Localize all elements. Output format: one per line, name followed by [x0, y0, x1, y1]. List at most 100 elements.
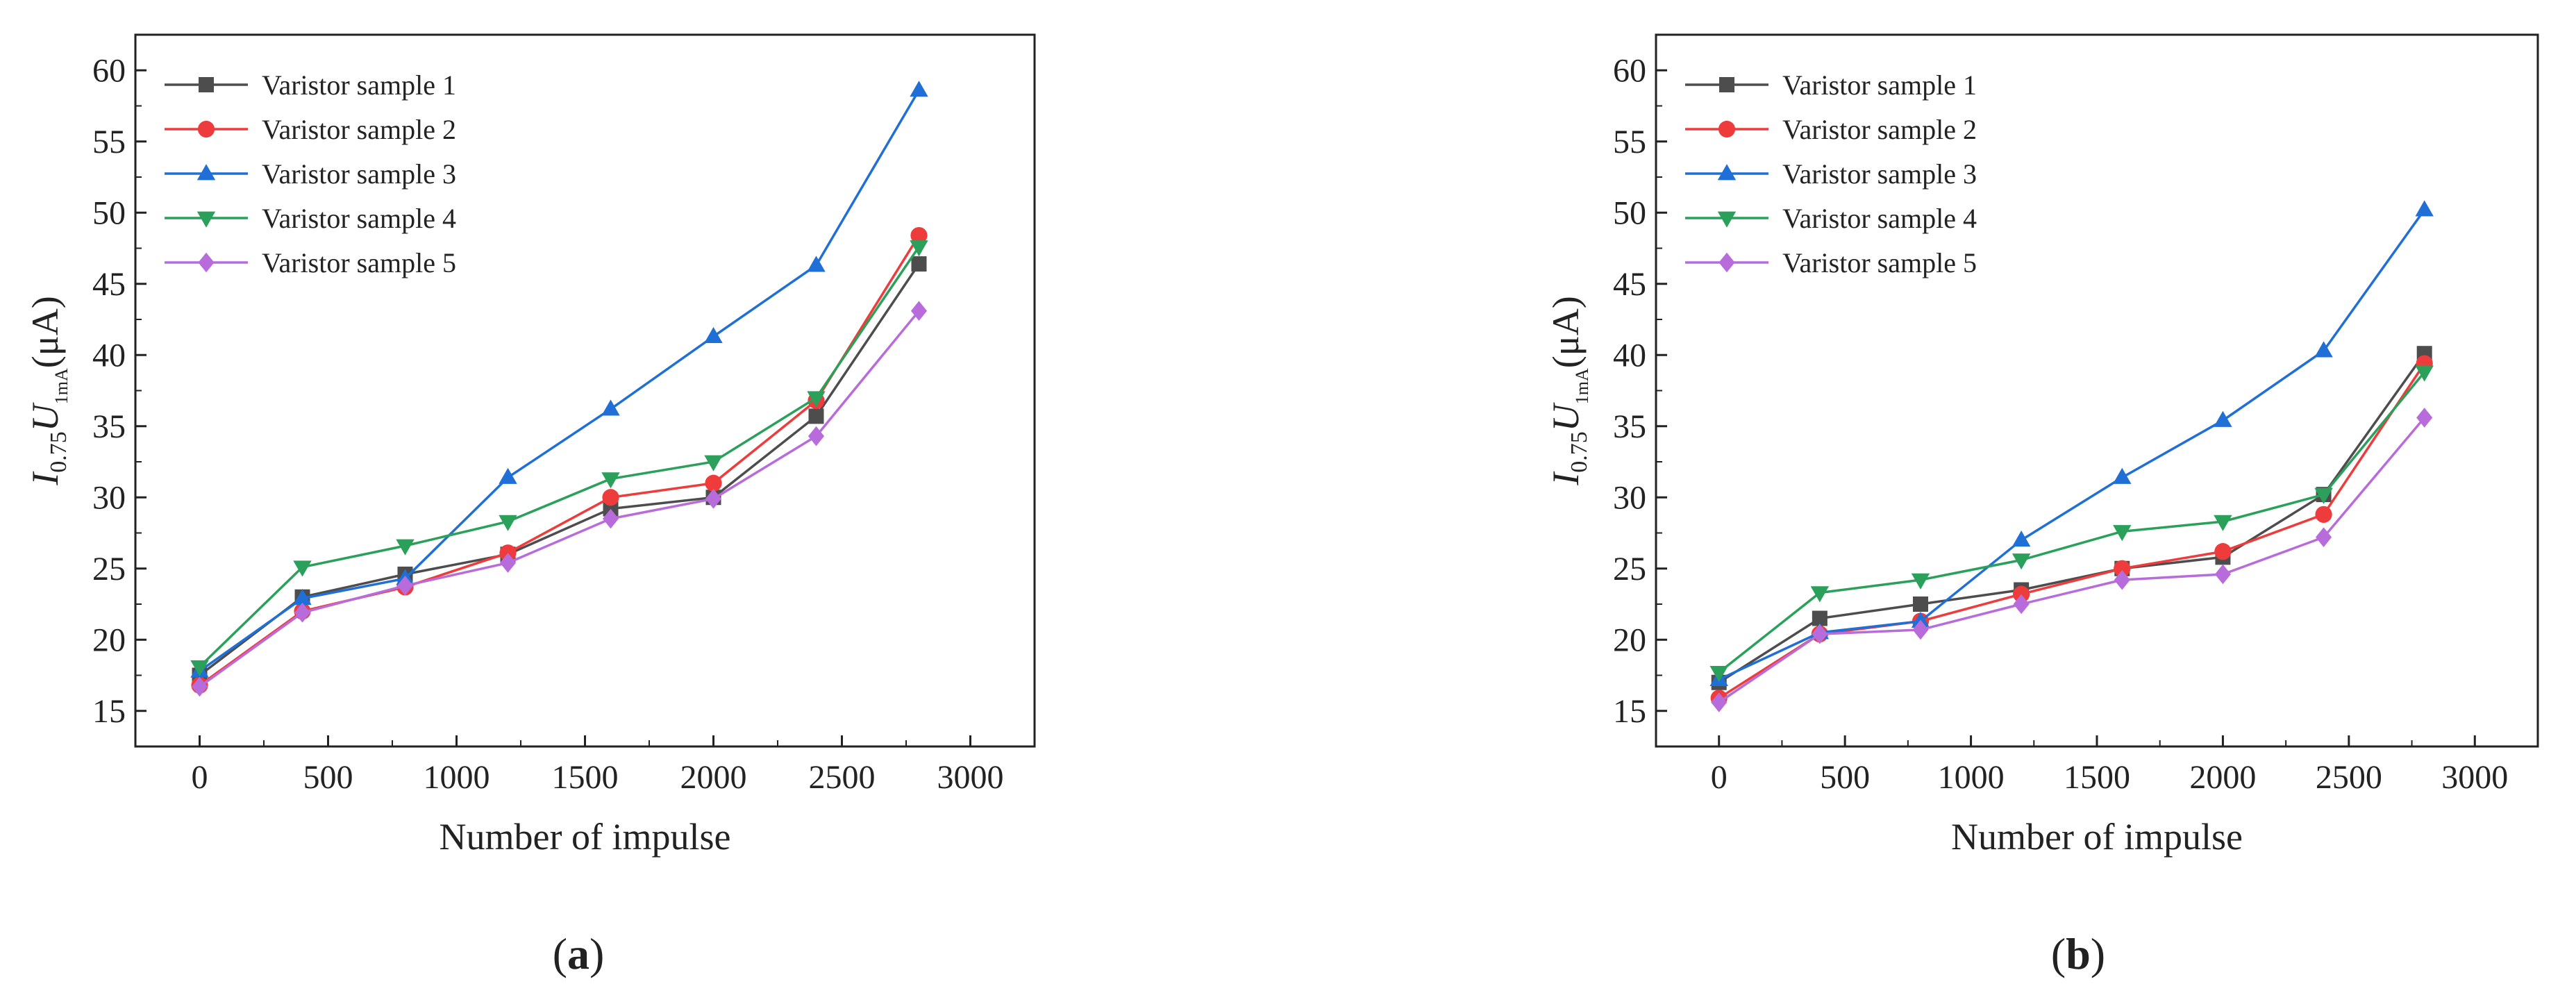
data-point-s4-8 — [2415, 365, 2434, 382]
data-point-s3-5 — [2113, 467, 2132, 484]
series-line-3 — [199, 90, 921, 672]
series-line-4 — [1718, 371, 2426, 674]
chart-panel-a: 0 500 1000 1500 2000 2500 3000 15 20 25 30 35 40 45 50… — [24, 33, 1036, 858]
series-line-1 — [1718, 353, 2426, 684]
data-point-s3-7 — [807, 256, 826, 272]
data-point-s4-1 — [1709, 666, 1728, 683]
y-tick-label: 25 — [92, 551, 126, 587]
x-tick-label: 500 — [303, 759, 353, 796]
data-point-s4-5 — [2113, 525, 2132, 542]
y-tick-label: 35 — [92, 408, 126, 445]
y-axis-title: I0.75U1mA(μA) — [24, 296, 72, 485]
data-point-s5-8 — [2416, 408, 2433, 428]
data-point-s2-4 — [2013, 585, 2030, 603]
legend-marker-3 — [1717, 164, 1737, 181]
data-point-s1-5 — [603, 501, 619, 517]
data-point-s5-2 — [294, 603, 311, 623]
legend-label-2: Varistor sample 2 — [1782, 114, 1977, 145]
data-point-s3-5 — [601, 399, 620, 416]
data-point-s3-3 — [1911, 611, 1930, 628]
data-point-s2-4 — [499, 544, 517, 562]
data-point-s5-4 — [499, 553, 517, 573]
y-tick-label: 45 — [1613, 266, 1646, 303]
data-point-s4-6 — [704, 455, 723, 472]
x-tick-label: 1500 — [552, 759, 619, 796]
y-tick-label: 30 — [1613, 479, 1646, 516]
data-point-s5-1 — [191, 676, 208, 697]
data-point-s4-2 — [293, 560, 312, 577]
data-point-s4-3 — [396, 539, 415, 556]
data-point-s2-6 — [705, 474, 722, 492]
data-point-s5-3 — [1912, 619, 1929, 640]
y-tick-label: 45 — [92, 266, 126, 303]
legend-label-2: Varistor sample 2 — [262, 114, 456, 145]
x-axis-title: Number of impulse — [1951, 816, 2243, 858]
data-point-s5-2 — [1812, 624, 1828, 644]
x-tick-label: 1000 — [1938, 759, 2005, 796]
data-point-s5-5 — [602, 508, 619, 529]
data-point-s3-7 — [2314, 341, 2333, 358]
data-point-s4-4 — [499, 515, 517, 531]
legend-label-1: Varistor sample 1 — [262, 69, 456, 101]
data-point-s5-4 — [2013, 594, 2030, 615]
data-point-s4-7 — [807, 391, 826, 408]
legend-marker-4 — [196, 211, 216, 228]
y-tick-label: 55 — [92, 124, 126, 160]
data-point-s4-8 — [910, 240, 928, 257]
x-tick-label: 3000 — [937, 759, 1004, 796]
data-point-s4-3 — [1911, 573, 1930, 590]
data-point-s4-4 — [2012, 553, 2031, 570]
x-tick-label: 2500 — [2316, 759, 2382, 796]
data-point-s4-6 — [2214, 515, 2232, 531]
data-point-s1-8 — [911, 256, 927, 272]
data-point-s2-7 — [2315, 506, 2332, 523]
legend-marker-5 — [1718, 252, 1735, 273]
legend-label-4: Varistor sample 4 — [262, 203, 456, 234]
series-line-5 — [199, 310, 920, 688]
data-point-s3-8 — [2415, 200, 2434, 217]
legend-marker-3 — [196, 164, 216, 181]
x-tick-label: 0 — [1711, 759, 1728, 796]
legend-label-4: Varistor sample 4 — [1782, 203, 1977, 234]
y-tick-label: 35 — [1613, 408, 1646, 445]
y-tick-label: 50 — [92, 194, 126, 231]
y-tick-label: 40 — [92, 337, 126, 374]
y-tick-label: 55 — [1613, 124, 1646, 160]
data-point-s5-6 — [2214, 564, 2231, 585]
data-point-s5-7 — [808, 426, 825, 447]
legend-marker-2 — [1718, 120, 1736, 138]
data-point-s5-5 — [2114, 569, 2130, 590]
data-point-s5-7 — [2316, 527, 2332, 547]
series-line-2 — [1718, 362, 2426, 699]
y-tick-label: 15 — [92, 693, 126, 730]
series-line-1 — [199, 263, 920, 676]
x-axis-title: Number of impulse — [440, 816, 731, 858]
data-point-s5-1 — [1711, 692, 1728, 712]
x-tick-label: 0 — [192, 759, 208, 796]
data-point-s2-5 — [2114, 560, 2131, 577]
legend-label-3: Varistor sample 3 — [1782, 158, 1977, 190]
data-point-s1-3 — [1913, 596, 1928, 612]
legend-label-3: Varistor sample 3 — [262, 158, 456, 190]
x-tick-label: 1000 — [424, 759, 490, 796]
x-tick-label: 500 — [1820, 759, 1870, 796]
data-point-s4-1 — [190, 660, 209, 676]
data-point-s4-2 — [1810, 586, 1830, 603]
legend-marker-1 — [199, 77, 214, 92]
chart-panel-b: 0 500 1000 1500 2000 2500 3000 15 20 25 30 35 40 45 50… — [1545, 33, 2539, 858]
y-tick-label: 60 — [1613, 52, 1646, 89]
data-point-s3-8 — [910, 81, 928, 97]
x-tick-label: 1500 — [2064, 759, 2130, 796]
y-tick-label: 20 — [1613, 621, 1646, 658]
legend-marker-2 — [197, 120, 215, 138]
legend-label-5: Varistor sample 5 — [262, 247, 456, 278]
data-point-s3-4 — [2012, 531, 2031, 547]
legend-marker-1 — [1719, 77, 1734, 92]
data-point-s4-7 — [2314, 487, 2333, 504]
x-tick-label: 2000 — [680, 759, 747, 796]
y-axis-title: I0.75U1mA(μA) — [1545, 296, 1592, 485]
y-tick-label: 40 — [1613, 337, 1646, 374]
panel-label-b: (b) — [2051, 929, 2105, 978]
x-tick-label: 2500 — [809, 759, 876, 796]
